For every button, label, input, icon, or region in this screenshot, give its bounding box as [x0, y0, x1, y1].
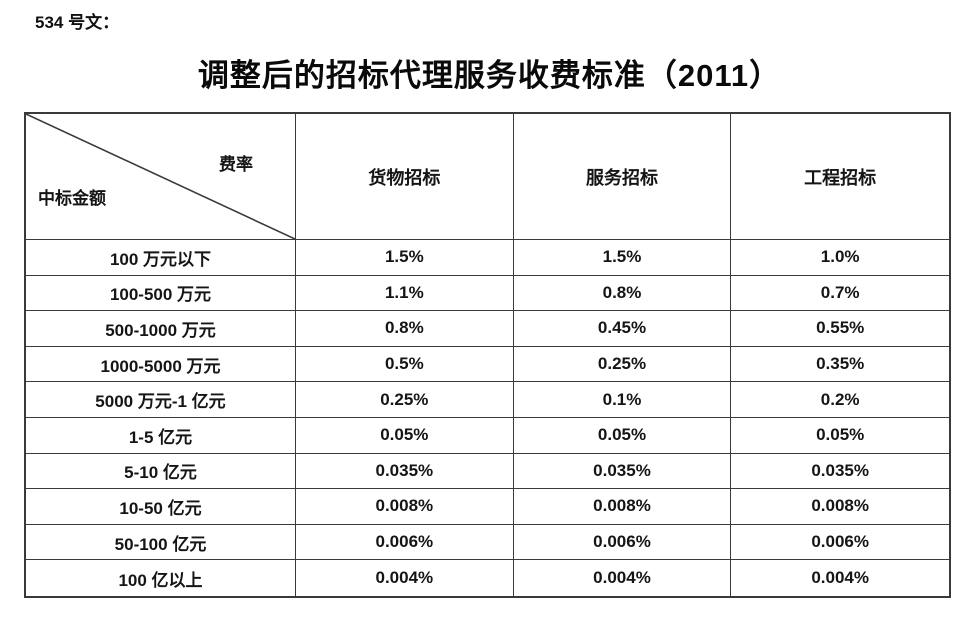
- fee-value-cell: 0.035%: [296, 453, 514, 490]
- amount-range-cell: 100 亿以上: [26, 560, 296, 596]
- fee-value-cell: 0.004%: [296, 560, 514, 596]
- fee-value-cell: 1.5%: [296, 240, 514, 276]
- fee-value-cell: 0.05%: [513, 417, 732, 454]
- amount-range-cell: 1000-5000 万元: [26, 346, 296, 383]
- fee-value-cell: 0.006%: [513, 524, 732, 561]
- fee-value-cell: 0.05%: [296, 417, 514, 454]
- amount-range-cell: 50-100 亿元: [26, 524, 296, 561]
- fee-value-cell: 0.008%: [513, 489, 732, 525]
- fee-value-cell: 1.5%: [513, 240, 732, 276]
- fee-value-cell: 0.035%: [731, 454, 949, 490]
- fee-value-cell: 0.008%: [296, 489, 514, 525]
- column-header-goods-bidding: 货物招标: [296, 114, 514, 240]
- fee-value-cell: 0.8%: [513, 275, 732, 312]
- fee-value-cell: 0.35%: [731, 347, 949, 383]
- page-title: 调整后的招标代理服务收费标准（2011）: [197, 58, 782, 93]
- fee-rate-table: 费率 中标金额 货物招标 服务招标 工程招标 100 万元以下 1.5% 1.5…: [24, 112, 951, 598]
- amount-range-cell: 100-500 万元: [26, 275, 296, 312]
- fee-value-cell: 0.035%: [513, 453, 732, 490]
- amount-range-cell: 5-10 亿元: [26, 453, 296, 490]
- fee-value-cell: 0.006%: [296, 524, 514, 561]
- fee-value-cell: 0.25%: [296, 382, 514, 418]
- fee-value-cell: 0.45%: [513, 311, 732, 347]
- fee-value-cell: 0.8%: [296, 311, 514, 347]
- fee-value-cell: 0.55%: [731, 311, 949, 347]
- fee-value-cell: 0.004%: [811, 568, 869, 588]
- doc-number-label: 534 号文：: [35, 13, 120, 32]
- amount-range-cell: 500-1000 万元: [26, 311, 296, 347]
- column-header-engineering-bidding: 工程招标: [731, 114, 949, 240]
- fee-value-cell: 0.008%: [731, 489, 949, 525]
- fee-value-cell: 1.1%: [296, 275, 514, 312]
- fee-value-cell: 0.1%: [513, 382, 732, 418]
- amount-range-cell: 5000 万元-1 亿元: [26, 382, 296, 418]
- amount-range-cell: 10-50 亿元: [26, 489, 296, 525]
- amount-range-cell: 100 万元以下: [26, 240, 296, 276]
- fee-value-cell: 0.7%: [731, 276, 949, 312]
- diagonal-divider-line: [26, 114, 295, 239]
- column-header-service-bidding: 服务招标: [513, 114, 732, 240]
- fee-value-cell: 0.004%: [514, 560, 732, 596]
- amount-range-cell: 1-5 亿元: [26, 417, 296, 454]
- fee-value-cell: 0.25%: [513, 346, 732, 383]
- table-corner-cell: 费率 中标金额: [26, 114, 296, 240]
- fee-value-cell: 1.0%: [731, 240, 949, 276]
- corner-label-fee-rate: 费率: [219, 155, 253, 174]
- corner-label-bid-amount: 中标金额: [38, 189, 106, 208]
- fee-value-cell: 0.006%: [731, 525, 949, 561]
- fee-value-cell: 0.5%: [296, 346, 514, 383]
- fee-value-cell: 0.05%: [731, 418, 949, 454]
- fee-value-cell: 0.2%: [731, 382, 949, 418]
